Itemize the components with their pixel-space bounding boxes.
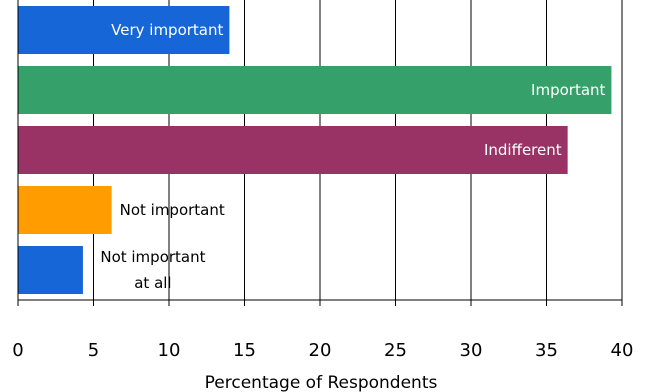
bar-label: Not important xyxy=(100,248,205,266)
bar-label: Important xyxy=(531,81,605,99)
bar-label: Not important xyxy=(120,201,225,219)
x-tick-label: 25 xyxy=(384,340,407,361)
bar-label: Indifferent xyxy=(484,141,562,159)
bar-label: at all xyxy=(134,274,171,292)
bar xyxy=(18,6,230,54)
x-tick-label: 40 xyxy=(611,340,634,361)
x-axis-ticks: 0 5 10 15 20 25 30 35 40 xyxy=(12,300,633,361)
x-axis-title: Percentage of Respondents xyxy=(205,373,438,392)
bar-label: Very important xyxy=(111,21,223,39)
x-tick-label: 5 xyxy=(88,340,99,361)
bars: Very important Important Indifferent Not im… xyxy=(18,6,612,294)
x-tick-label: 20 xyxy=(309,340,332,361)
x-tick-label: 30 xyxy=(460,340,483,361)
bar xyxy=(18,246,83,294)
bar xyxy=(18,186,112,234)
x-tick-label: 15 xyxy=(233,340,256,361)
x-tick-label: 35 xyxy=(535,340,558,361)
bar xyxy=(18,126,568,174)
x-tick-label: 0 xyxy=(12,340,23,361)
x-tick-label: 10 xyxy=(158,340,181,361)
bar xyxy=(18,66,612,114)
